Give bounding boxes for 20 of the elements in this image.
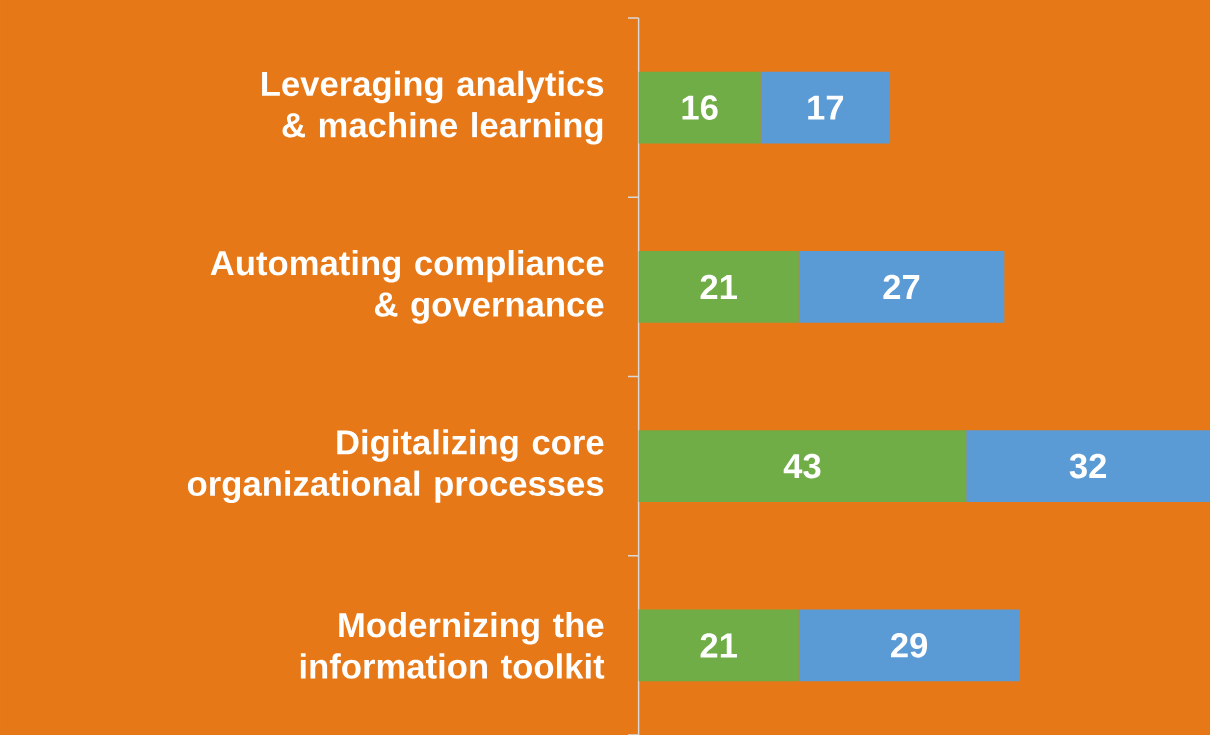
data-label: 21 <box>700 633 737 658</box>
y-tick-label: Automating compliance & governance <box>210 249 604 324</box>
data-label: 32 <box>1069 453 1107 479</box>
bar <box>798 609 1020 682</box>
bar <box>638 609 799 682</box>
bar <box>638 251 799 323</box>
bar <box>638 71 761 144</box>
bar <box>760 71 891 144</box>
data-label: 17 <box>808 95 844 120</box>
data-label: 27 <box>883 274 920 299</box>
data-label: 29 <box>891 633 928 658</box>
bar <box>966 430 1210 502</box>
bar <box>638 430 967 502</box>
y-tick-label: Digitalizing core organizational processes <box>187 429 604 504</box>
data-label: 16 <box>682 95 718 120</box>
data-label: 43 <box>783 453 821 479</box>
data-label: 21 <box>700 274 737 299</box>
y-tick-label: Leveraging analytics & machine learning <box>262 70 604 145</box>
y-tick-label: Modernizing the information toolkit <box>300 611 605 679</box>
bar <box>798 251 1005 323</box>
